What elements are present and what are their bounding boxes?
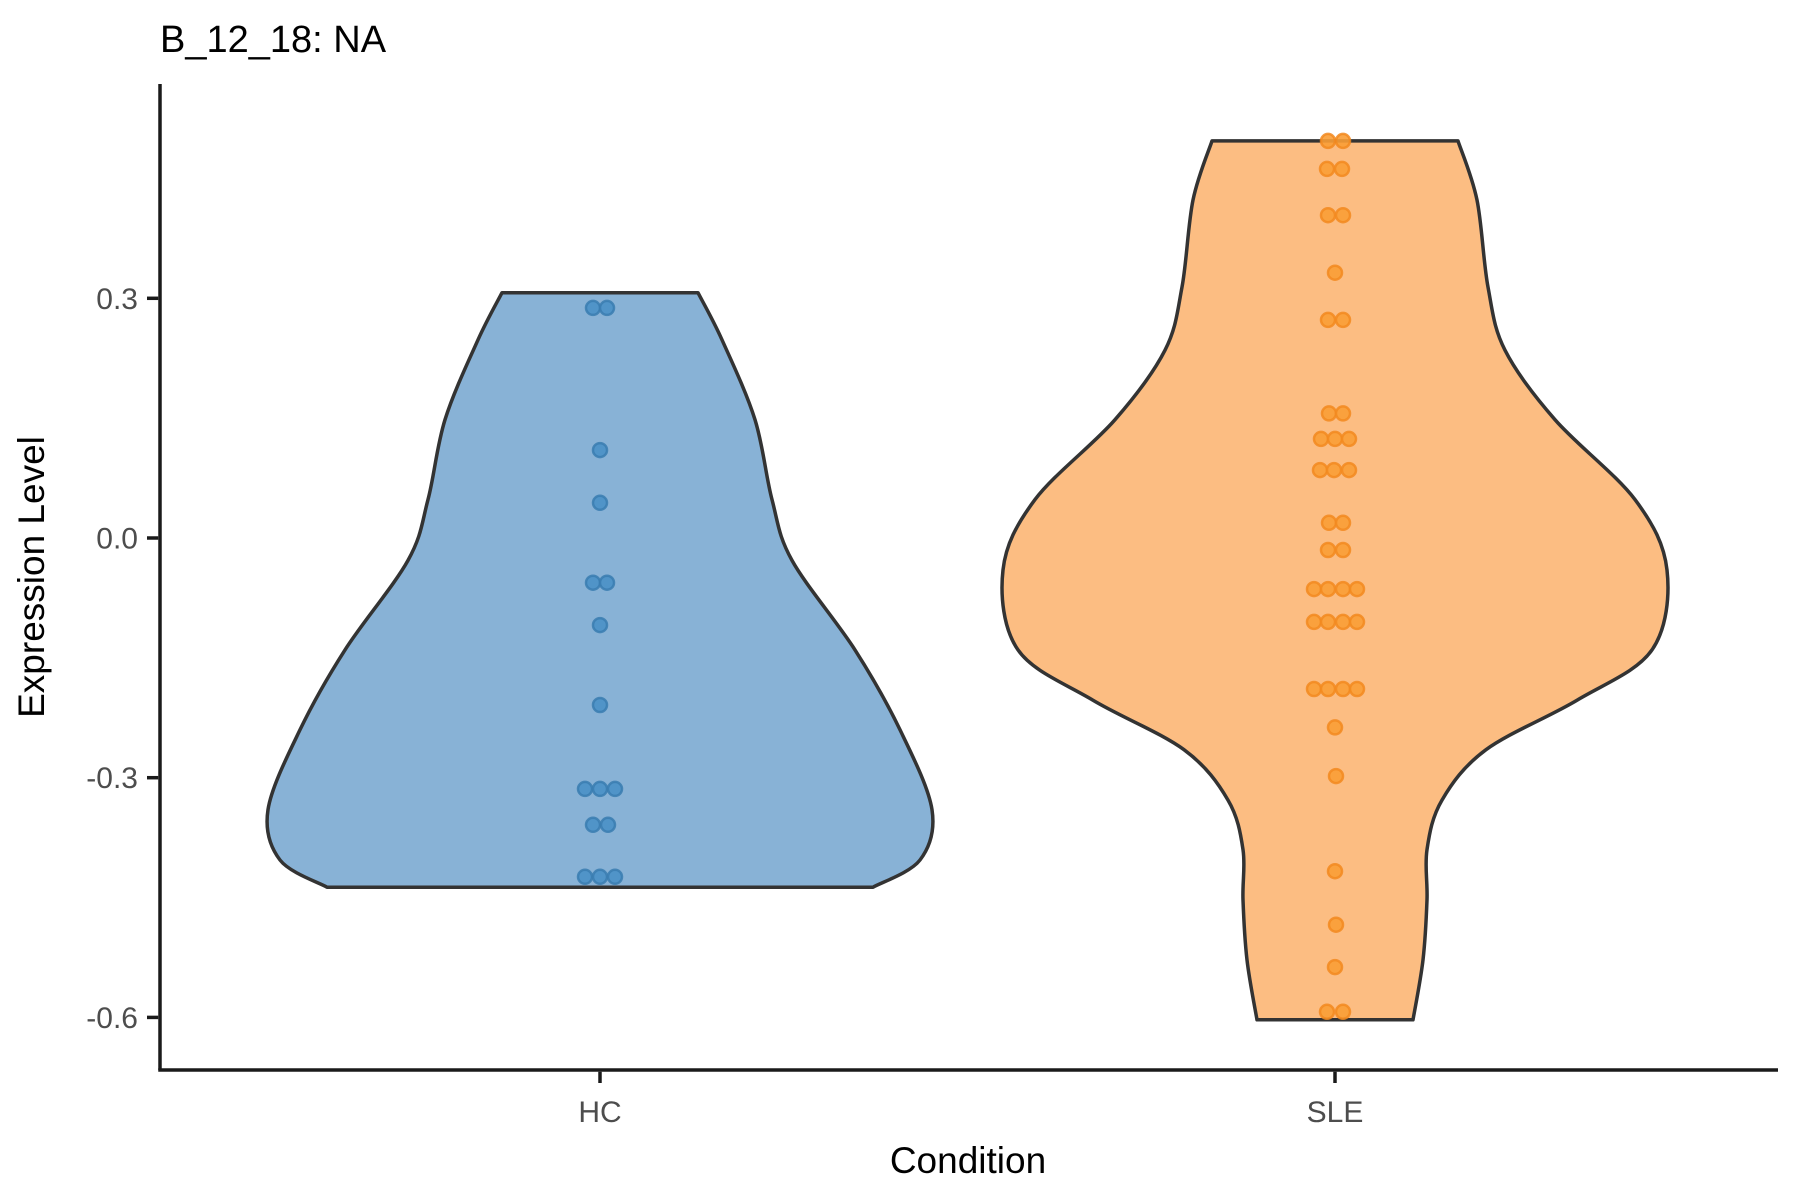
data-point-hc — [598, 299, 616, 317]
y-tick-label: 0.0 — [96, 523, 138, 556]
data-point-sle — [1319, 613, 1337, 631]
data-point-sle — [1348, 613, 1366, 631]
data-point-hc — [576, 780, 594, 798]
data-point-sle — [1334, 541, 1352, 559]
y-axis-title: Expression Level — [11, 436, 52, 718]
y-tick-label: -0.6 — [86, 1002, 138, 1035]
data-point-sle — [1334, 1003, 1352, 1021]
data-point-sle — [1319, 132, 1337, 150]
data-point-hc — [598, 574, 616, 591]
y-axis-ticks: 0.3 0.0 -0.3 -0.6 — [86, 283, 159, 1035]
data-point-sle — [1305, 580, 1323, 598]
data-point-sle — [1319, 206, 1337, 224]
axes-layer: 0.3 0.0 -0.3 -0.6 HC SLE — [86, 84, 1778, 1129]
data-point-sle — [1319, 680, 1337, 698]
data-point-sle — [1320, 514, 1338, 532]
y-tick-label: -0.3 — [86, 762, 138, 795]
data-point-sle — [1334, 132, 1352, 150]
data-point-sle — [1327, 916, 1345, 933]
data-point-sle — [1318, 1003, 1336, 1021]
plot-title: B_12_18: NA — [160, 19, 387, 61]
data-point-sle — [1318, 160, 1336, 178]
jitter-points-layer — [576, 132, 1366, 1021]
data-point-sle — [1334, 311, 1352, 329]
data-point-sle — [1326, 719, 1344, 736]
data-point-sle — [1334, 580, 1352, 598]
data-point-sle — [1326, 862, 1344, 880]
violins-layer — [265, 139, 1670, 1022]
data-point-sle — [1348, 580, 1366, 598]
data-point-hc — [584, 574, 602, 591]
data-point-hc — [584, 816, 602, 834]
data-point-sle — [1319, 580, 1337, 598]
data-point-sle — [1320, 405, 1338, 422]
data-point-sle — [1333, 160, 1351, 178]
data-point-sle — [1326, 430, 1344, 448]
data-point-sle — [1334, 680, 1352, 698]
data-point-sle — [1340, 461, 1358, 479]
violin-hc — [265, 290, 935, 889]
data-point-sle — [1311, 461, 1329, 479]
data-point-sle — [1334, 613, 1352, 631]
data-point-sle — [1305, 613, 1323, 631]
x-axis-ticks: HC SLE — [578, 1071, 1364, 1129]
data-point-sle — [1319, 541, 1337, 559]
data-point-sle — [1319, 311, 1337, 329]
y-tick-label: 0.3 — [96, 283, 138, 316]
data-point-sle — [1340, 430, 1358, 448]
data-point-hc — [584, 299, 602, 317]
data-point-sle — [1334, 206, 1352, 224]
data-point-hc — [591, 441, 609, 459]
data-point-sle — [1312, 430, 1330, 448]
data-point-sle — [1326, 264, 1344, 281]
data-point-hc — [576, 868, 594, 886]
data-point-sle — [1326, 958, 1344, 976]
data-point-sle — [1325, 461, 1343, 479]
violin-sle — [1000, 139, 1670, 1022]
x-axis-title: Condition — [890, 1140, 1046, 1181]
x-tick-label-hc: HC — [578, 1096, 621, 1129]
data-point-sle — [1348, 680, 1366, 698]
data-point-hc — [606, 868, 624, 886]
data-point-hc — [591, 780, 609, 798]
x-tick-label-sle: SLE — [1307, 1096, 1364, 1129]
data-point-hc — [591, 494, 609, 512]
data-point-hc — [599, 816, 617, 834]
data-point-hc — [606, 780, 624, 798]
data-point-sle — [1334, 405, 1352, 422]
data-point-hc — [591, 616, 609, 634]
data-point-hc — [591, 696, 609, 714]
data-point-sle — [1305, 680, 1323, 698]
data-point-hc — [591, 868, 609, 886]
data-point-sle — [1327, 767, 1345, 785]
data-point-sle — [1334, 514, 1352, 532]
